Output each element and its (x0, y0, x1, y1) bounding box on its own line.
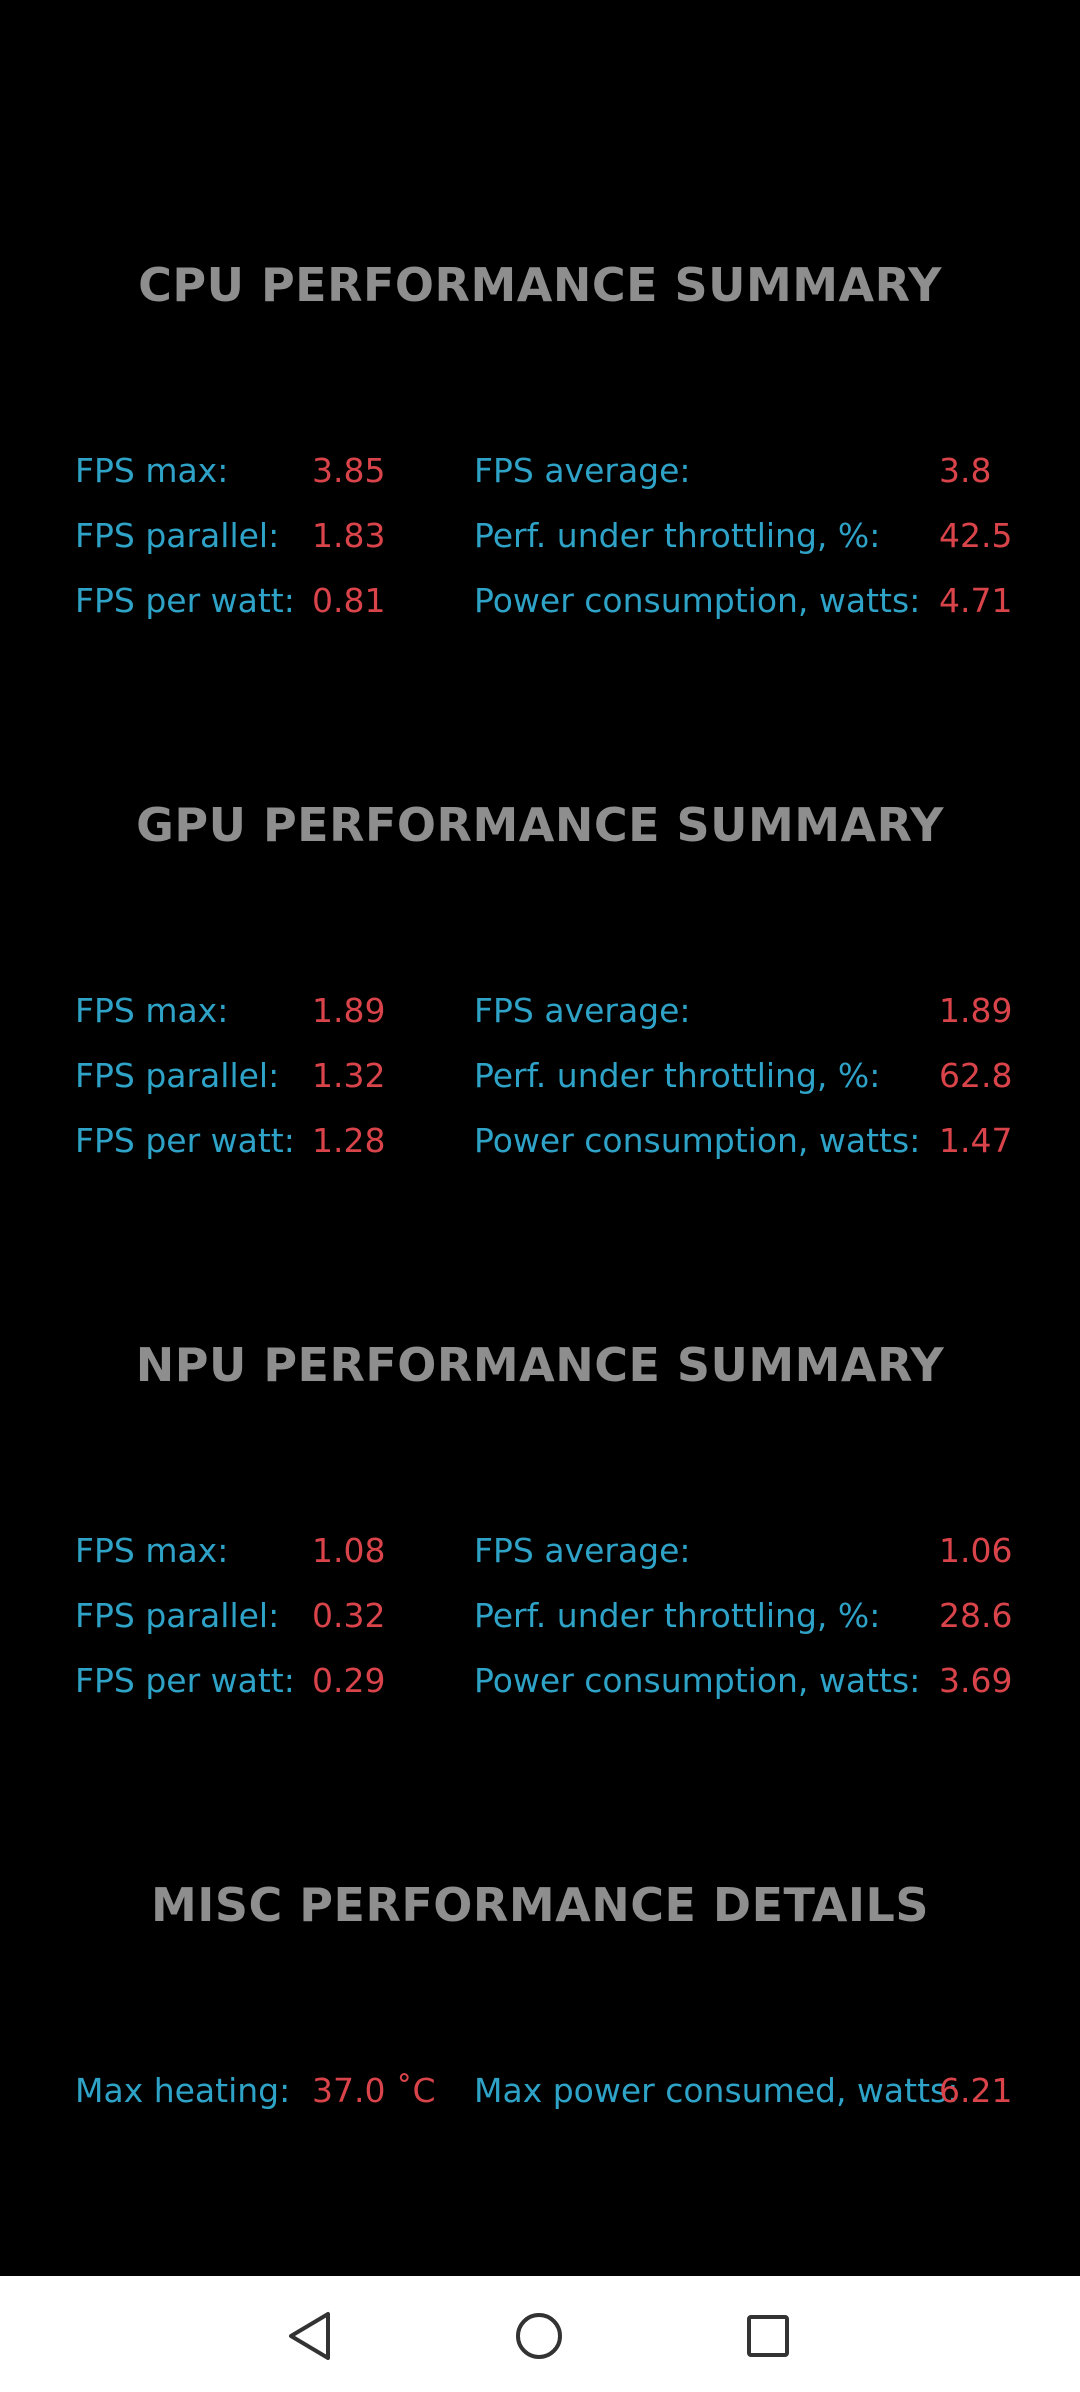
npu-fps-per-watt-label: FPS per watt: (75, 1661, 295, 1700)
cpu-fps-per-watt-value: 0.81 (312, 581, 386, 620)
npu-fps-average-value: 1.06 (939, 1531, 1013, 1570)
gpu-fps-average-label: FPS average: (474, 991, 691, 1030)
cpu-fps-average-value: 3.8 (939, 451, 992, 490)
npu-fps-parallel-value: 0.32 (312, 1596, 386, 1635)
max-heating-value: 37.0 ˚C (312, 2071, 436, 2110)
cpu-power-consumption-label: Power consumption, watts: (474, 581, 921, 620)
npu-fps-per-watt-value: 0.29 (312, 1661, 386, 1700)
home-button[interactable] (509, 2306, 569, 2366)
cpu-fps-average-label: FPS average: (474, 451, 691, 490)
recents-square-icon (747, 2315, 789, 2357)
gpu-fps-per-watt-label: FPS per watt: (75, 1121, 295, 1160)
cpu-fps-parallel-label: FPS parallel: (75, 516, 280, 555)
gpu-throttling-label: Perf. under throttling, %: (474, 1056, 881, 1095)
back-triangle-icon (289, 2312, 330, 2360)
npu-fps-max-value: 1.08 (312, 1531, 386, 1570)
gpu-fps-parallel-label: FPS parallel: (75, 1056, 280, 1095)
npu-fps-max-label: FPS max: (75, 1531, 229, 1570)
misc-section-title: MISC PERFORMANCE DETAILS (151, 1878, 929, 1932)
gpu-fps-per-watt-value: 1.28 (312, 1121, 386, 1160)
npu-fps-average-label: FPS average: (474, 1531, 691, 1570)
npu-throttling-label: Perf. under throttling, %: (474, 1596, 881, 1635)
gpu-power-consumption-label: Power consumption, watts: (474, 1121, 921, 1160)
cpu-section-title: CPU PERFORMANCE SUMMARY (138, 258, 942, 312)
max-power-consumed-label: Max power consumed, watts: (474, 2071, 959, 2110)
max-heating-label: Max heating: (75, 2071, 291, 2110)
back-button[interactable] (280, 2306, 340, 2366)
npu-section-title: NPU PERFORMANCE SUMMARY (135, 1338, 945, 1392)
gpu-fps-max-label: FPS max: (75, 991, 229, 1030)
gpu-fps-parallel-value: 1.32 (312, 1056, 386, 1095)
npu-throttling-value: 28.6 (939, 1596, 1013, 1635)
npu-power-consumption-label: Power consumption, watts: (474, 1661, 921, 1700)
cpu-fps-max-value: 3.85 (312, 451, 386, 490)
navigation-bar (0, 2276, 1080, 2392)
cpu-throttling-value: 42.5 (939, 516, 1013, 555)
cpu-power-consumption-value: 4.71 (939, 581, 1013, 620)
max-power-consumed-value: 6.21 (939, 2071, 1013, 2110)
gpu-section-title: GPU PERFORMANCE SUMMARY (136, 798, 944, 852)
gpu-fps-average-value: 1.89 (939, 991, 1013, 1030)
cpu-fps-max-label: FPS max: (75, 451, 229, 490)
npu-fps-parallel-label: FPS parallel: (75, 1596, 280, 1635)
npu-power-consumption-value: 3.69 (939, 1661, 1013, 1700)
home-circle-icon (516, 2313, 562, 2359)
gpu-power-consumption-value: 1.47 (939, 1121, 1013, 1160)
gpu-throttling-value: 62.8 (939, 1056, 1013, 1095)
cpu-fps-per-watt-label: FPS per watt: (75, 581, 295, 620)
recents-button[interactable] (738, 2306, 798, 2366)
cpu-fps-parallel-value: 1.83 (312, 516, 386, 555)
gpu-fps-max-value: 1.89 (312, 991, 386, 1030)
cpu-throttling-label: Perf. under throttling, %: (474, 516, 881, 555)
